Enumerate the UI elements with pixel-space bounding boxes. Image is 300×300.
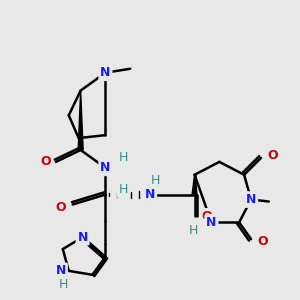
Text: N: N [100,66,111,79]
Text: N: N [100,161,111,174]
Polygon shape [78,91,83,150]
Text: N: N [246,193,256,206]
Text: O: O [258,235,268,248]
Text: H: H [59,278,68,291]
Text: O: O [56,201,66,214]
Text: N: N [206,216,217,229]
Polygon shape [192,175,197,195]
Text: O: O [41,155,51,168]
Text: H: H [118,152,128,164]
Text: O: O [201,210,212,223]
Text: H: H [118,183,128,196]
Text: H: H [189,224,198,237]
Text: N: N [77,231,88,244]
Text: N: N [56,264,66,278]
Text: N: N [145,188,155,201]
Text: O: O [268,149,278,162]
Text: H: H [150,174,160,187]
